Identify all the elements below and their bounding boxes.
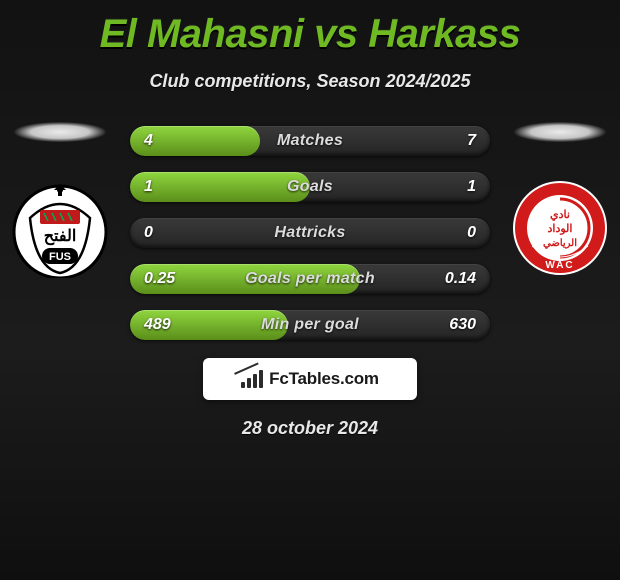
comparison-card: El Mahasni vs Harkass Club competitions,… — [0, 0, 620, 580]
source-logo[interactable]: FcTables.com — [203, 358, 417, 400]
team-right-area: نادي الوداد الرياضي WAC — [500, 122, 620, 278]
stat-left-value: 489 — [130, 316, 188, 334]
stat-row: 489Min per goal630 — [130, 310, 490, 340]
source-logo-text: FcTables.com — [269, 369, 379, 389]
player-silhouette-right — [514, 122, 606, 142]
date-label: 28 october 2024 — [0, 418, 620, 439]
stat-right-value: 0 — [432, 224, 490, 242]
crest-left-icon: الفتح FUS — [10, 178, 110, 278]
page-title: El Mahasni vs Harkass — [0, 0, 620, 57]
stat-label: Hattricks — [188, 224, 432, 242]
svg-text:الوداد: الوداد — [548, 223, 573, 235]
stat-row: 0.25Goals per match0.14 — [130, 264, 490, 294]
stat-label: Goals per match — [188, 270, 432, 288]
team-right-crest: نادي الوداد الرياضي WAC — [510, 178, 610, 278]
player-silhouette-left — [14, 122, 106, 142]
team-left-crest: الفتح FUS — [10, 178, 110, 278]
stat-row: 4Matches7 — [130, 126, 490, 156]
stat-left-value: 4 — [130, 132, 188, 150]
stat-right-value: 630 — [432, 316, 490, 334]
svg-text:الفتح: الفتح — [44, 228, 77, 246]
stat-label: Matches — [188, 132, 432, 150]
stat-left-value: 0 — [130, 224, 188, 242]
crest-right-label: WAC — [545, 260, 574, 271]
stat-label: Min per goal — [188, 316, 432, 334]
stat-row: 1Goals1 — [130, 172, 490, 202]
stat-right-value: 0.14 — [432, 270, 490, 288]
crest-left-label: FUS — [49, 251, 71, 263]
stat-left-value: 1 — [130, 178, 188, 196]
subtitle: Club competitions, Season 2024/2025 — [0, 71, 620, 92]
stat-row: 0Hattricks0 — [130, 218, 490, 248]
team-left-area: الفتح FUS — [0, 122, 120, 278]
crest-right-icon: نادي الوداد الرياضي WAC — [510, 178, 610, 278]
stat-left-value: 0.25 — [130, 270, 188, 288]
stats-table: 4Matches7 1Goals1 0Hattricks0 0.25Goals per… — [130, 126, 490, 340]
svg-text:نادي: نادي — [550, 209, 570, 222]
stat-right-value: 7 — [432, 132, 490, 150]
chart-icon — [241, 370, 263, 388]
svg-text:الرياضي: الرياضي — [543, 238, 577, 249]
stat-right-value: 1 — [432, 178, 490, 196]
stat-label: Goals — [188, 178, 432, 196]
